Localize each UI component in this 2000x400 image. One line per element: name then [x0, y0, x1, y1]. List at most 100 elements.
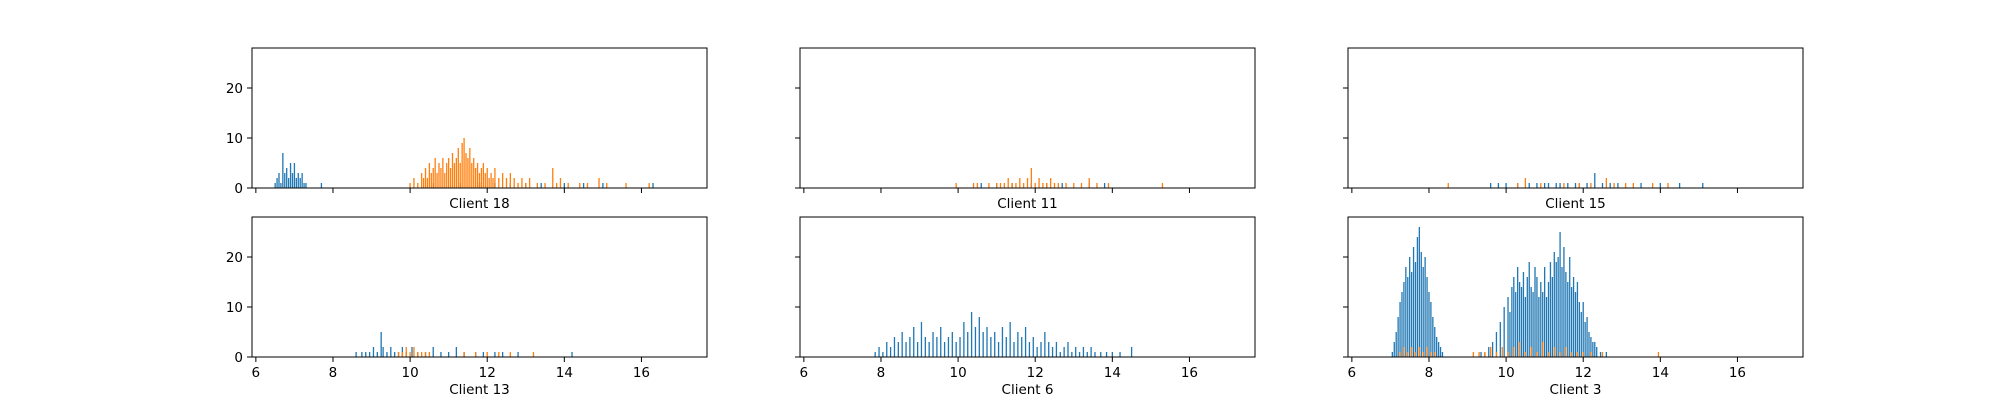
histogram-bar — [1397, 317, 1399, 357]
histogram-bar — [1513, 277, 1515, 357]
histogram-bar — [1490, 347, 1492, 357]
y-tick-label: 20 — [226, 81, 243, 97]
histogram-bar — [886, 342, 888, 357]
histogram-bar — [955, 342, 957, 357]
x-tick-label: 16 — [1729, 365, 1746, 381]
histogram-bar — [1497, 183, 1500, 188]
histogram-bar — [1522, 272, 1525, 357]
histogram-bar — [432, 347, 434, 357]
histogram-bar — [1418, 227, 1420, 357]
histogram-bar — [559, 178, 562, 188]
histogram-bar — [1553, 252, 1555, 357]
histogram-bar — [376, 352, 378, 357]
histogram-bar — [1436, 337, 1438, 357]
histogram-bar — [1678, 183, 1681, 188]
histogram-bar — [1534, 267, 1536, 357]
y-tick-label: 0 — [234, 350, 243, 366]
histogram-bar — [457, 148, 459, 188]
histogram-bar — [916, 342, 919, 357]
histogram-bar — [297, 173, 299, 188]
histogram-bar — [1086, 352, 1088, 357]
histogram-bar — [1096, 183, 1098, 188]
histogram-bar — [282, 153, 284, 188]
histogram-bar — [532, 352, 535, 357]
histogram-bar — [625, 183, 627, 188]
histogram-bar — [1111, 352, 1113, 357]
histogram-bar — [409, 183, 411, 188]
histogram-bar — [1601, 183, 1604, 188]
histogram-bar — [501, 173, 504, 188]
histogram-bar — [453, 163, 456, 188]
histogram-bar — [951, 332, 953, 357]
histogram-bar — [1042, 183, 1044, 188]
histogram-bar — [473, 158, 475, 188]
histogram-bar — [492, 178, 494, 188]
histogram-bar — [1524, 178, 1527, 188]
histogram-bar — [368, 352, 371, 357]
histogram-bar — [480, 168, 483, 188]
histogram-bar — [444, 173, 446, 188]
histogram-bar — [280, 183, 282, 188]
histogram-bar — [1536, 183, 1538, 188]
histogram-bar — [459, 163, 461, 188]
histogram-bar — [438, 163, 440, 188]
histogram-bar — [276, 178, 278, 188]
histogram-bar — [1594, 173, 1596, 188]
histogram-panel: 6 8 10 12 14 16 0 10 20 Client 13 — [226, 216, 708, 398]
histogram-bar — [1075, 347, 1077, 357]
x-tick-label: 12 — [1575, 365, 1592, 381]
histogram-bar — [909, 337, 911, 357]
histogram-bar — [405, 347, 407, 357]
histogram-bar — [486, 168, 488, 188]
histogram-bar — [1555, 183, 1557, 188]
histogram-bar — [274, 183, 276, 188]
histogram-bar — [1501, 347, 1503, 357]
histogram-bar — [428, 352, 431, 357]
panel-title: Client 6 — [1002, 382, 1054, 398]
histogram-bar — [1590, 352, 1592, 357]
histogram-bar — [509, 352, 511, 357]
histogram-bar — [301, 173, 303, 188]
histogram-bar — [1021, 337, 1023, 357]
histogram-bar — [1580, 312, 1582, 357]
histogram-bar — [434, 158, 436, 188]
histogram-bar — [365, 352, 367, 357]
histogram-bar — [467, 158, 469, 188]
histogram-bar — [432, 168, 434, 188]
histogram-bar — [1011, 183, 1013, 188]
histogram-bar — [1570, 287, 1573, 357]
histogram-bar — [1586, 317, 1588, 357]
histogram-bar — [1003, 183, 1006, 188]
histogram-bar — [963, 322, 965, 357]
histogram-bar — [1391, 352, 1393, 357]
histogram-bar — [552, 168, 554, 188]
histogram-bar — [409, 352, 411, 357]
histogram-bar — [490, 173, 492, 188]
histogram-bar — [1657, 352, 1660, 357]
histogram-bar — [947, 337, 950, 357]
histogram-bar — [417, 183, 419, 188]
histogram-bar — [1520, 287, 1523, 357]
histogram-bar — [1430, 352, 1432, 357]
histogram-bar — [1596, 347, 1598, 357]
histogram-bar — [1511, 287, 1513, 357]
histogram-bar — [449, 168, 452, 188]
histogram-bar — [1526, 277, 1528, 357]
histogram-bar — [513, 178, 515, 188]
histogram-bar — [994, 332, 996, 357]
panel-title: Client 11 — [997, 196, 1058, 212]
histogram-panel: Client 11 — [795, 47, 1256, 212]
x-tick-label: 6 — [800, 365, 809, 381]
histogram-bar — [1499, 322, 1501, 357]
histogram-bar — [465, 153, 467, 188]
histogram-bar — [394, 352, 396, 357]
histogram-bar — [1567, 183, 1569, 188]
histogram-bar — [1574, 183, 1577, 188]
histogram-bar — [474, 352, 477, 357]
x-tick-label: 14 — [556, 365, 573, 381]
histogram-grid: 0 10 20 Client 18 Client 11 Client 15 6 8 10 12 14… — [226, 47, 1804, 398]
histogram-bar — [1542, 342, 1544, 357]
x-tick-label: 16 — [1181, 365, 1198, 381]
histogram-bar — [1574, 292, 1577, 357]
histogram-bar — [1488, 347, 1490, 357]
